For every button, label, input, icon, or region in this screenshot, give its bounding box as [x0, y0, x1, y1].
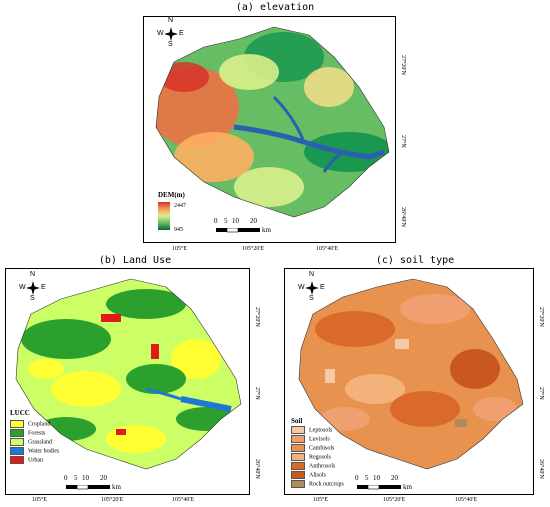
landuse-map-panel: N W E S LUCC Cropland Forests Grassland …	[5, 268, 260, 503]
elevation-map-panel: N W E S DEM(m) 2447 945 0 5 10 20 km 105…	[143, 16, 406, 252]
legend-label: Luvisols	[309, 436, 330, 443]
elevation-map	[155, 26, 390, 218]
legend-item-urban: Urban	[10, 456, 59, 465]
legend-item-forests: Forests	[10, 429, 59, 438]
tick-lat-1: 27°20'N	[400, 55, 406, 75]
legend-item-cropland: Cropland	[10, 420, 59, 429]
dem-color-ramp	[158, 202, 170, 230]
scale-5: 5	[365, 474, 369, 482]
dem-legend-min: 945	[174, 227, 183, 233]
soil-legend: Soil Leptosols Luvisols Cambisols Regoso…	[291, 417, 344, 489]
legend-item-grassland: Grassland	[10, 438, 59, 447]
scale-10: 10	[82, 474, 89, 482]
legend-item-regosols: Regosols	[291, 453, 344, 462]
legend-item-alisols: Alisols	[291, 471, 344, 480]
scale-unit: km	[403, 483, 412, 491]
north-arrow-icon: N W E S	[19, 271, 46, 303]
scale-20: 20	[391, 474, 398, 482]
dem-legend: DEM(m) 2447 945	[158, 191, 186, 233]
tick-lon-3: 105°40'E	[455, 497, 478, 503]
north-arrow-icon: N W E S	[157, 17, 184, 49]
compass-east: E	[41, 284, 46, 291]
scale-0: 0	[214, 217, 218, 225]
legend-item-water: Water bodies	[10, 447, 59, 456]
compass-east: E	[320, 284, 325, 291]
north-arrow-icon: N W E S	[298, 271, 325, 303]
tick-lat-1: 27°20'N	[538, 307, 544, 327]
soil-map-panel: N W E S Soil Leptosols Luvisols Cambisol…	[284, 268, 544, 503]
lucc-legend: LUCC Cropland Forests Grassland Water bo…	[10, 409, 59, 465]
scale-20: 20	[250, 217, 257, 225]
tick-lat-2: 27°N	[538, 387, 544, 400]
compass-west: W	[19, 284, 26, 291]
tick-lon-3: 105°40'E	[172, 497, 195, 503]
tick-lon-1: 105°E	[172, 246, 188, 252]
scale-unit: km	[262, 226, 271, 234]
tick-lat-3: 26°40'N	[400, 207, 406, 227]
compass-south: S	[30, 295, 35, 302]
panel-c-title: (c) soil type	[375, 255, 455, 266]
legend-item-anthrosols: Anthrosols	[291, 462, 344, 471]
soil-map	[298, 278, 524, 470]
legend-label: Alisols	[309, 472, 327, 479]
legend-label: Rock outcrops	[309, 481, 344, 488]
legend-label: Urban	[28, 457, 43, 464]
compass-east: E	[179, 30, 184, 37]
lucc-legend-title: LUCC	[10, 409, 30, 417]
legend-item-rock-outcrops: Rock outcrops	[291, 480, 344, 489]
dem-legend-max: 2447	[174, 203, 186, 209]
legend-label: Anthrosols	[309, 463, 336, 470]
soil-legend-title: Soil	[291, 417, 303, 425]
scale-20: 20	[100, 474, 107, 482]
tick-lon-3: 105°40'E	[316, 246, 339, 252]
legend-label: Forests	[28, 430, 46, 437]
legend-label: Water bodies	[28, 448, 60, 455]
tick-lat-1: 27°20'N	[254, 307, 260, 327]
tick-lon-2: 105°20'E	[242, 246, 265, 252]
landuse-map	[15, 278, 242, 470]
tick-lat-2: 27°N	[254, 387, 260, 400]
legend-item-cambisols: Cambisols	[291, 444, 344, 453]
scale-5: 5	[224, 217, 228, 225]
legend-label: Cropland	[28, 421, 51, 428]
compass-south: S	[309, 295, 314, 302]
scale-5: 5	[74, 474, 78, 482]
panel-a-title: (a) elevation	[235, 2, 315, 13]
tick-lon-1: 105°E	[32, 497, 48, 503]
tick-lat-2: 27°N	[400, 135, 406, 148]
compass-west: W	[298, 284, 305, 291]
legend-label: Regosols	[309, 454, 332, 461]
tick-lat-3: 26°40'N	[538, 459, 544, 479]
legend-label: Cambisols	[309, 445, 335, 452]
compass-north: N	[30, 271, 36, 278]
tick-lon-2: 105°20'E	[101, 497, 124, 503]
tick-lat-3: 26°40'N	[254, 459, 260, 479]
legend-item-leptosols: Leptosols	[291, 426, 344, 435]
legend-label: Leptosols	[309, 427, 333, 434]
scale-10: 10	[232, 217, 239, 225]
scale-0: 0	[64, 474, 68, 482]
scale-unit: km	[112, 483, 121, 491]
compass-south: S	[168, 41, 173, 48]
compass-north: N	[168, 17, 174, 24]
tick-lon-1: 105°E	[313, 497, 329, 503]
dem-legend-title: DEM(m)	[158, 191, 185, 199]
legend-label: Grassland	[28, 439, 52, 446]
scale-10: 10	[373, 474, 380, 482]
compass-west: W	[157, 30, 164, 37]
tick-lon-2: 105°20'E	[383, 497, 406, 503]
compass-north: N	[309, 271, 315, 278]
scale-0: 0	[355, 474, 359, 482]
panel-b-title: (b) Land Use	[98, 255, 172, 266]
legend-item-luvisols: Luvisols	[291, 435, 344, 444]
